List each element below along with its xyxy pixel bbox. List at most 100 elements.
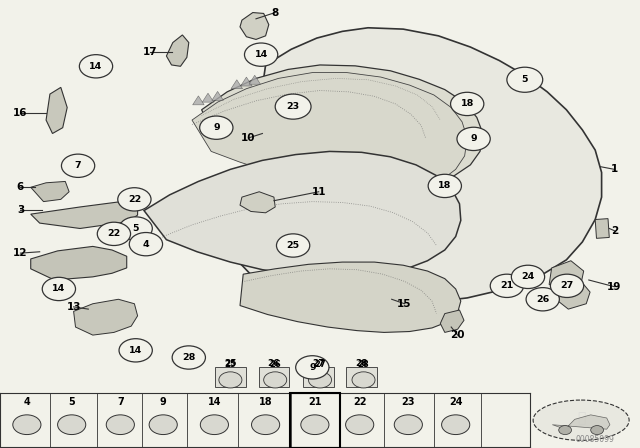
Circle shape	[119, 217, 152, 240]
Text: 11: 11	[312, 187, 326, 197]
Circle shape	[276, 234, 310, 257]
Circle shape	[451, 92, 484, 116]
Polygon shape	[549, 261, 584, 290]
Text: 24: 24	[522, 272, 534, 281]
Circle shape	[129, 233, 163, 256]
Polygon shape	[46, 87, 67, 134]
Text: 7: 7	[117, 397, 124, 407]
Circle shape	[200, 415, 228, 435]
Text: 25: 25	[225, 360, 236, 369]
Text: 26: 26	[269, 360, 281, 369]
Text: ⬛: ⬛	[577, 411, 586, 425]
Circle shape	[308, 372, 332, 388]
Text: 7: 7	[75, 161, 81, 170]
Text: 18: 18	[461, 99, 474, 108]
Text: 22: 22	[128, 195, 141, 204]
Text: 00085099: 00085099	[575, 435, 614, 444]
FancyBboxPatch shape	[346, 367, 377, 387]
Text: 23: 23	[401, 397, 415, 407]
Polygon shape	[558, 281, 590, 309]
Circle shape	[457, 127, 490, 151]
Circle shape	[526, 288, 559, 311]
Polygon shape	[202, 93, 214, 102]
Polygon shape	[74, 299, 138, 335]
Text: 8: 8	[271, 8, 279, 17]
FancyBboxPatch shape	[259, 367, 289, 387]
Polygon shape	[552, 415, 610, 429]
Polygon shape	[249, 75, 260, 84]
Polygon shape	[212, 91, 223, 100]
Circle shape	[346, 415, 374, 435]
Circle shape	[296, 356, 329, 379]
Circle shape	[591, 426, 604, 435]
Text: 22: 22	[353, 397, 367, 407]
Circle shape	[352, 372, 375, 388]
Text: 25: 25	[224, 359, 237, 368]
Polygon shape	[202, 65, 483, 186]
Text: 5: 5	[68, 397, 75, 407]
Text: 4: 4	[143, 240, 149, 249]
Text: 21: 21	[308, 397, 322, 407]
Text: 26: 26	[268, 359, 280, 368]
Polygon shape	[31, 181, 69, 202]
Text: 27: 27	[312, 359, 325, 368]
Circle shape	[275, 94, 311, 119]
Text: 18: 18	[438, 181, 451, 190]
Text: 26: 26	[536, 295, 549, 304]
Text: 24: 24	[449, 397, 463, 407]
Text: 14: 14	[255, 50, 268, 59]
Text: 1: 1	[611, 164, 618, 174]
Circle shape	[219, 372, 242, 388]
Circle shape	[200, 116, 233, 139]
Circle shape	[97, 222, 131, 246]
Text: 27: 27	[561, 281, 573, 290]
Polygon shape	[193, 96, 204, 105]
Text: 5: 5	[132, 224, 139, 233]
Text: 18: 18	[259, 397, 273, 407]
Polygon shape	[595, 219, 609, 238]
Circle shape	[58, 415, 86, 435]
Text: 28: 28	[355, 359, 368, 368]
Text: 25: 25	[287, 241, 300, 250]
Circle shape	[42, 277, 76, 301]
Circle shape	[264, 372, 287, 388]
Text: 9: 9	[470, 134, 477, 143]
Circle shape	[252, 415, 280, 435]
Circle shape	[149, 415, 177, 435]
Text: 3: 3	[17, 205, 24, 215]
Text: 9: 9	[309, 363, 316, 372]
Text: 6: 6	[17, 182, 24, 192]
Text: 19: 19	[607, 282, 621, 292]
Circle shape	[106, 415, 134, 435]
Circle shape	[79, 55, 113, 78]
FancyBboxPatch shape	[303, 367, 334, 387]
Text: 16: 16	[13, 108, 28, 118]
Circle shape	[119, 339, 152, 362]
Text: 4: 4	[24, 397, 30, 407]
Circle shape	[550, 274, 584, 297]
Polygon shape	[31, 246, 127, 280]
Circle shape	[118, 188, 151, 211]
Circle shape	[301, 415, 329, 435]
FancyBboxPatch shape	[215, 367, 246, 387]
Circle shape	[490, 274, 524, 297]
Text: 15: 15	[397, 299, 412, 309]
Text: 17: 17	[143, 47, 157, 56]
Polygon shape	[440, 310, 464, 332]
Polygon shape	[192, 73, 467, 190]
Text: 21: 21	[500, 281, 513, 290]
Text: 5: 5	[522, 75, 528, 84]
Polygon shape	[240, 192, 275, 213]
Text: 28: 28	[182, 353, 195, 362]
Text: 9: 9	[213, 123, 220, 132]
Text: 14: 14	[52, 284, 65, 293]
Text: 14: 14	[90, 62, 102, 71]
Polygon shape	[240, 13, 269, 39]
Polygon shape	[231, 80, 243, 89]
Polygon shape	[166, 35, 189, 66]
Ellipse shape	[533, 400, 629, 440]
Text: 20: 20	[451, 330, 465, 340]
Circle shape	[507, 67, 543, 92]
Text: 12: 12	[13, 248, 28, 258]
Circle shape	[442, 415, 470, 435]
